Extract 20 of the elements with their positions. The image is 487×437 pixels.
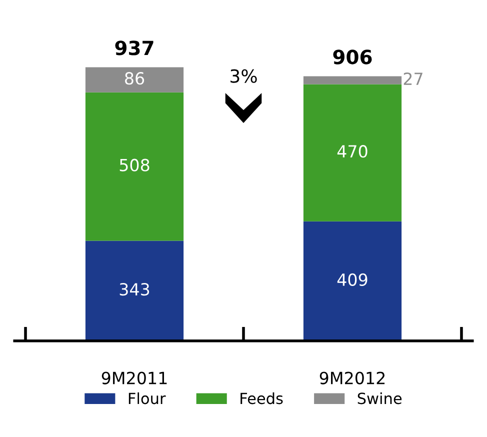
- total-label: 937: [115, 40, 154, 56]
- annotation: 3%: [230, 69, 257, 83]
- bar: [85, 67, 184, 92]
- data-label: 86: [125, 72, 144, 85]
- x-tick-label: 9M2011: [102, 372, 167, 384]
- data-label: 508: [120, 158, 150, 172]
- legend-label: Flour: [128, 392, 166, 404]
- total-label: 906: [333, 50, 372, 64]
- data-label: 470: [337, 145, 368, 158]
- bar: [85, 92, 184, 241]
- bar: [303, 221, 402, 341]
- bar: [85, 240, 184, 341]
- x-tick-label: 9M2012: [320, 372, 385, 384]
- data-label: 27: [404, 72, 422, 85]
- legend-label: Swine: [358, 392, 402, 404]
- legend-label: Feeds: [240, 392, 283, 404]
- bar: [303, 84, 402, 222]
- bar: [303, 76, 402, 84]
- data-label: 409: [337, 273, 368, 286]
- data-label: 343: [120, 283, 150, 296]
